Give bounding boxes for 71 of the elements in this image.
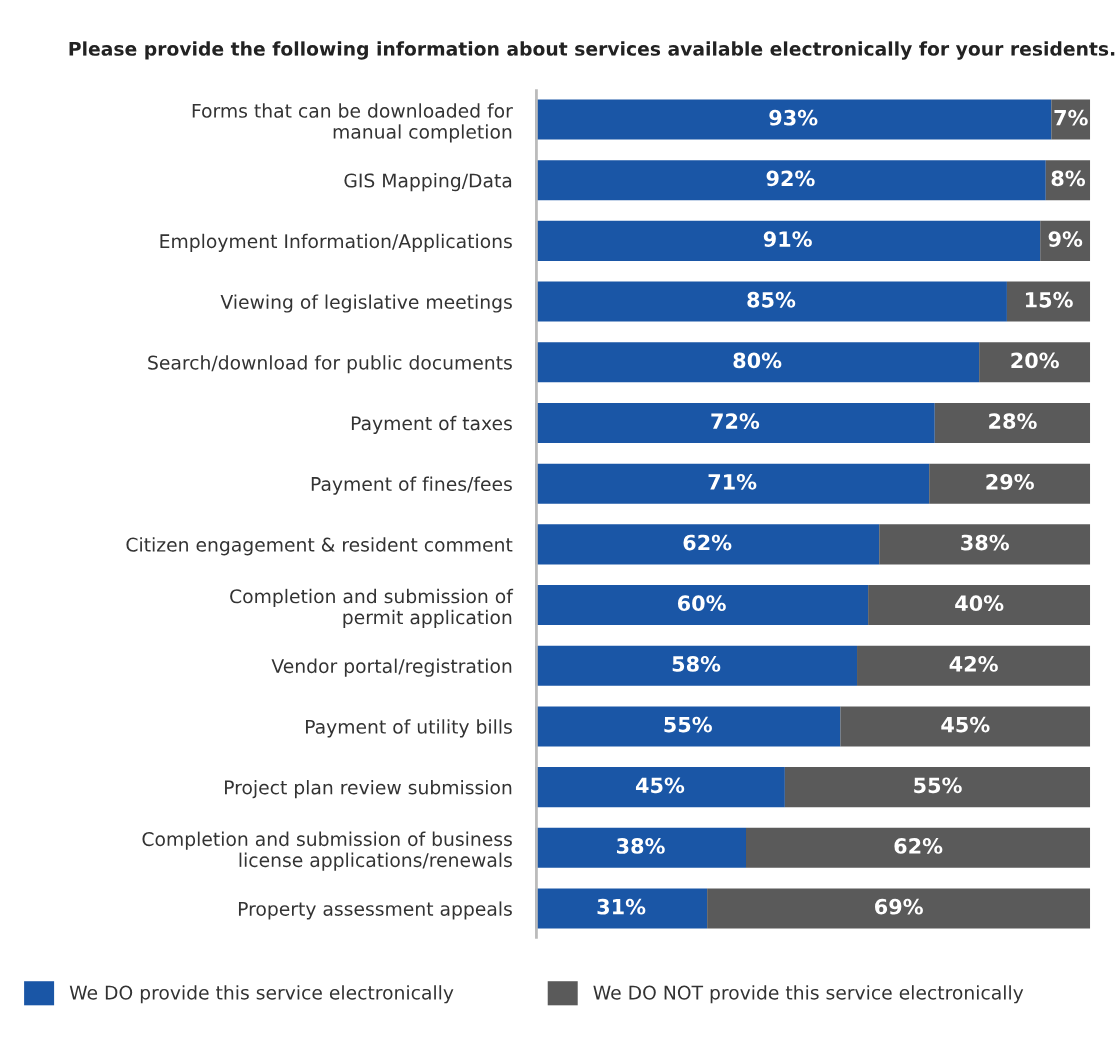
data-label: 45% — [941, 716, 990, 733]
bar — [879, 524, 1091, 565]
y-tick-label: Payment of fines/fees — [311, 476, 512, 495]
chart-title: Please provide the following information about services available electronically for your residents. — [69, 41, 1115, 60]
bar — [535, 645, 858, 686]
bar — [535, 463, 930, 504]
data-label: 55% — [664, 716, 712, 733]
bar — [535, 342, 980, 383]
bar — [707, 888, 1091, 929]
data-label: 31% — [597, 898, 646, 915]
y-tick-label: Employment Information/Applications — [160, 233, 512, 252]
data-label: 45% — [635, 777, 685, 794]
data-label: 38% — [961, 534, 1009, 551]
data-label: 62% — [894, 838, 943, 854]
y-tick-label: Project plan review submission — [225, 780, 512, 799]
data-label: 69% — [875, 898, 923, 915]
data-label: 62% — [683, 534, 732, 551]
y-tick-label: Citizen engagement & resident comment — [126, 537, 513, 556]
data-label: 38% — [616, 838, 665, 854]
y-tick-label: Property assessment appeals — [238, 901, 512, 920]
data-label: 28% — [989, 413, 1037, 430]
data-label: 55% — [914, 777, 962, 794]
bar — [784, 767, 1091, 808]
data-label: 80% — [733, 352, 782, 369]
bar — [535, 160, 1046, 201]
bar — [535, 220, 1041, 261]
data-label: 72% — [711, 413, 760, 430]
y-tick-label: Search/download for public documents — [148, 355, 512, 374]
data-label: 60% — [677, 595, 726, 612]
data-label: 8% — [1051, 170, 1086, 187]
y-tick-label: Forms that can be downloaded for manual completion — [192, 103, 513, 143]
data-label: 91% — [763, 231, 812, 247]
bar — [535, 888, 708, 929]
bar — [929, 463, 1091, 504]
data-label: 40% — [955, 595, 1004, 612]
bar — [868, 585, 1091, 626]
data-label: 92% — [766, 170, 815, 187]
bar — [535, 524, 880, 565]
y-tick-label: Payment of utility bills — [306, 719, 512, 738]
bar — [535, 827, 746, 868]
legend-label: We DO NOT provide this service electronically — [593, 985, 1024, 1004]
data-label: 7% — [1054, 109, 1088, 126]
legend-label: We DO provide this service electronically — [69, 985, 454, 1004]
bar — [535, 99, 1052, 140]
y-tick-label: Completion and submission of permit application — [230, 588, 514, 628]
bar — [1051, 99, 1091, 140]
data-label: 20% — [1011, 352, 1059, 369]
data-label: 71% — [708, 473, 757, 490]
bar — [840, 706, 1091, 747]
bar — [535, 585, 869, 626]
data-label: 9% — [1048, 231, 1083, 247]
y-tick-label: Vendor portal/registration — [271, 658, 512, 677]
data-label: 29% — [986, 473, 1034, 490]
data-label: 15% — [1025, 291, 1073, 308]
y-tick-label: Viewing of legislative meetings — [220, 294, 512, 313]
bar — [535, 706, 841, 747]
bar — [1006, 281, 1091, 322]
data-label: 58% — [672, 656, 721, 672]
data-label: 93% — [769, 109, 818, 126]
data-label: 85% — [747, 291, 796, 308]
y-tick-label: GIS Mapping/Data — [344, 173, 512, 192]
y-tick-label: Completion and submission of business license applications/renewals — [142, 831, 512, 871]
data-label: 42% — [949, 656, 998, 672]
bar — [535, 402, 935, 443]
y-tick-label: Payment of taxes — [351, 415, 512, 434]
bar — [979, 342, 1091, 383]
bar — [746, 827, 1091, 868]
bar — [535, 767, 785, 808]
bar — [857, 645, 1091, 686]
bar — [934, 402, 1091, 443]
bar — [535, 281, 1007, 322]
